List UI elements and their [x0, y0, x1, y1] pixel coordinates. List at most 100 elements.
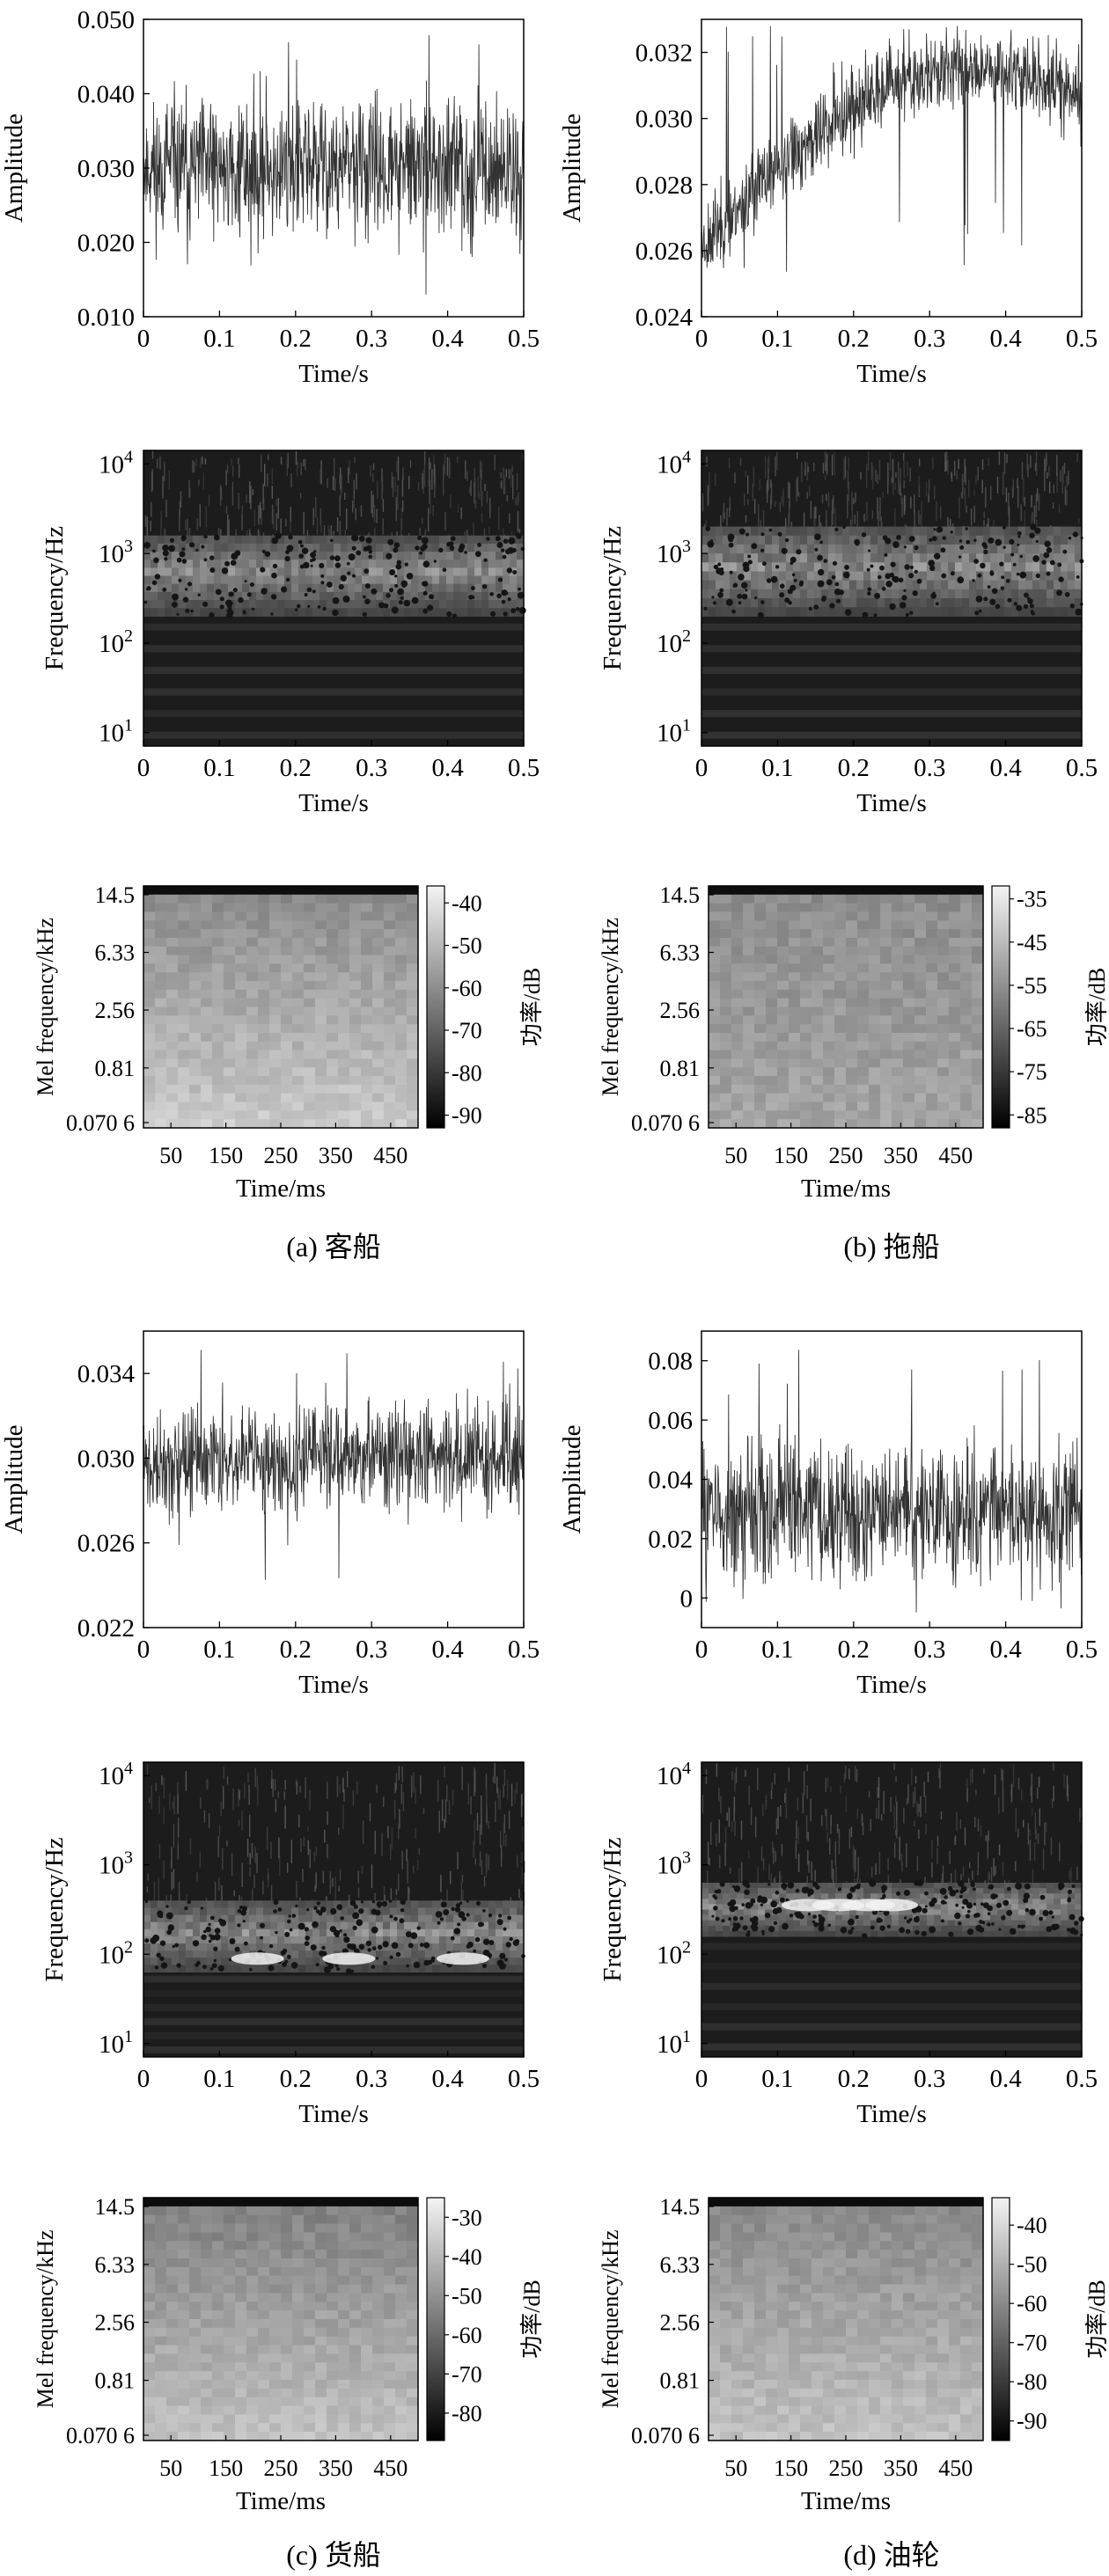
scalogram-speckle	[1072, 531, 1078, 538]
scalogram-texture	[200, 1797, 202, 1809]
mel-cell	[857, 1076, 870, 1086]
mel-cell	[143, 1093, 156, 1102]
scalogram-cell	[460, 1928, 468, 1937]
mel-cell	[407, 920, 419, 930]
mel-cell	[246, 955, 259, 964]
scalogram-texture	[782, 488, 784, 507]
scalogram-cell	[221, 1900, 229, 1908]
scalogram-texture	[918, 1829, 920, 1840]
scalogram-texture	[164, 461, 165, 481]
scalogram-cell	[404, 543, 412, 553]
scalogram-speckle	[331, 1911, 335, 1915]
scalogram-speckle	[174, 1943, 180, 1948]
scalogram-cell	[779, 535, 787, 545]
scalogram-cell	[510, 1958, 518, 1965]
mel-cell	[338, 886, 350, 896]
scalogram-cell	[481, 535, 489, 545]
mel-cell	[914, 1032, 927, 1043]
mel-cell	[327, 1084, 339, 1094]
scalogram-cell	[397, 583, 405, 593]
scalogram-texture	[977, 1870, 979, 1876]
mel-cell	[880, 1058, 892, 1068]
mel-cell	[338, 972, 350, 982]
mel-cell	[800, 903, 812, 912]
scalogram-cell	[383, 583, 391, 593]
mel-cell	[949, 1110, 961, 1120]
mel-cell	[754, 1032, 767, 1043]
scalogram-speckle	[929, 538, 933, 542]
mel-cell	[869, 894, 881, 904]
mel-cell	[823, 955, 835, 964]
mel-cell	[857, 1110, 870, 1120]
scalogram-cell	[376, 1914, 384, 1923]
scalogram-texture	[251, 1842, 253, 1858]
scalogram-texture	[892, 477, 894, 495]
scalogram-texture	[731, 1820, 733, 1833]
scalogram-speckle	[738, 574, 745, 581]
scalogram-speckle	[387, 538, 394, 545]
scalogram-speckle	[482, 1909, 486, 1913]
scalogram-speckle	[958, 555, 962, 559]
scalogram-cell	[270, 600, 278, 609]
scalogram-cell	[510, 583, 518, 593]
scalogram-texture	[1033, 505, 1036, 530]
scalogram-texture	[903, 1807, 905, 1824]
scalogram-texture	[515, 497, 517, 505]
mel-cell	[349, 989, 362, 999]
mel-cell	[395, 989, 408, 999]
scalogram-cell	[383, 543, 391, 553]
mel-cell	[834, 937, 847, 948]
scalogram-cell	[955, 598, 963, 608]
scalogram-texture	[896, 1819, 898, 1839]
mel-cell	[846, 1032, 858, 1043]
mel-cell	[880, 1067, 892, 1077]
scalogram-cell	[899, 1883, 907, 1889]
scalogram-cell	[207, 600, 215, 609]
mel-cell	[720, 1032, 732, 1043]
scalogram-cell	[418, 1936, 426, 1944]
scalogram-cell	[158, 1900, 165, 1908]
mel-cell	[731, 1101, 744, 1111]
scalogram-texture	[151, 468, 153, 490]
scalogram-lowband	[143, 1989, 524, 1997]
mel-cell	[972, 1119, 984, 1129]
scalogram-cell	[488, 552, 496, 560]
scalogram-cell	[291, 1900, 299, 1908]
scalogram-speckle	[365, 1940, 372, 1947]
scalogram-texture	[893, 1842, 896, 1858]
mel-cell	[304, 1024, 316, 1034]
scalogram-cell	[404, 1965, 412, 1972]
mel-cell	[972, 920, 984, 930]
scalogram-cell	[701, 1883, 709, 1889]
scalogram-speckle	[731, 609, 736, 614]
y-tick-label: 0.026	[77, 1530, 135, 1558]
mel-cell	[143, 972, 156, 982]
scalogram-cell	[235, 591, 243, 601]
mel-cell	[143, 1119, 156, 1129]
mel-cell	[892, 886, 904, 896]
mel-cell	[269, 1024, 282, 1034]
scalogram-cell	[962, 580, 970, 590]
mel-cell	[892, 1006, 904, 1016]
mel-cell	[258, 955, 270, 964]
scalogram-cell	[186, 543, 194, 553]
scalogram-cell	[284, 560, 292, 568]
scalogram-cell	[277, 583, 285, 593]
scalogram-texture	[511, 465, 513, 472]
scalogram-cell	[460, 535, 468, 545]
scalogram-texture	[369, 1803, 371, 1822]
mel-cell	[903, 963, 915, 973]
scalogram-cell	[990, 544, 998, 554]
scalogram-cell	[997, 562, 1005, 572]
scalogram-cell	[842, 526, 850, 537]
scalogram-texture	[847, 494, 848, 519]
mel-cell	[812, 1084, 824, 1094]
scalogram-cell	[1025, 544, 1033, 554]
scalogram-texture	[1008, 493, 1010, 516]
mel-cell	[789, 1110, 801, 1120]
scalogram-cell	[439, 560, 447, 568]
mel-cell	[304, 920, 316, 930]
mel-cell	[155, 1093, 167, 1102]
scalogram-cell	[312, 560, 320, 568]
